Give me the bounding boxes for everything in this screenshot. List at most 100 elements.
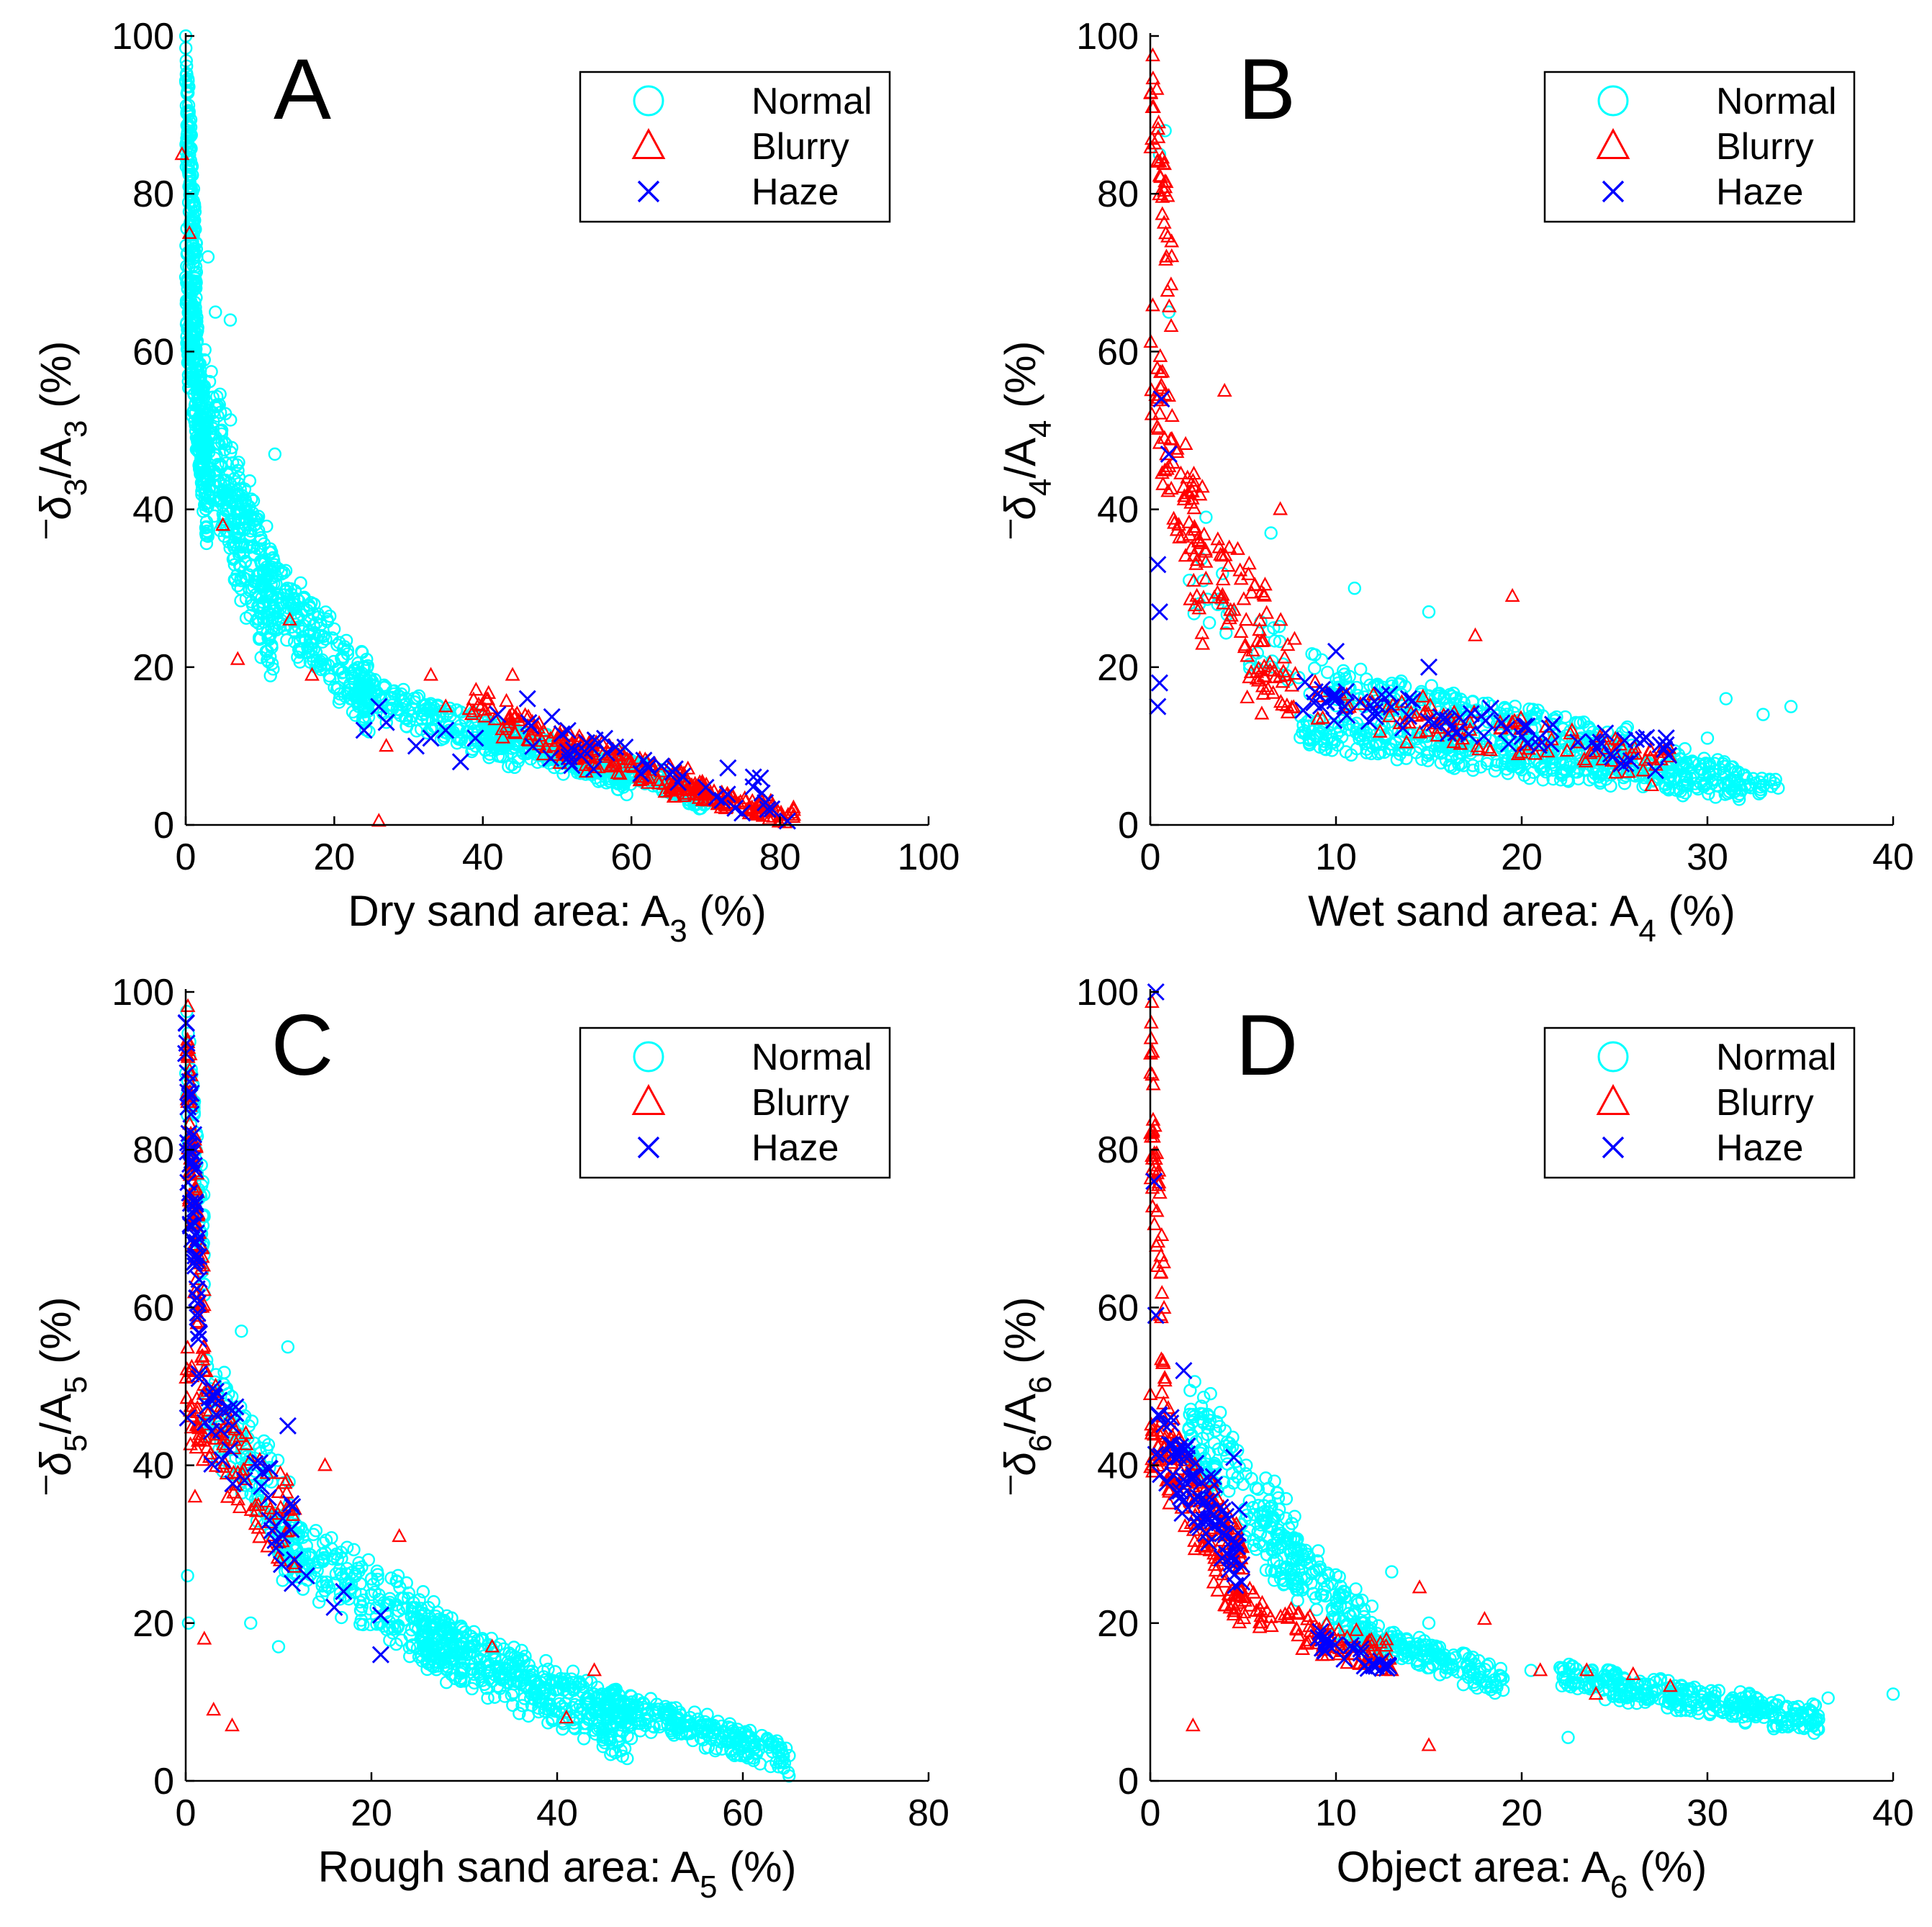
normal-point (465, 744, 479, 759)
normal-point (210, 389, 224, 404)
normal-point (263, 584, 276, 597)
x-tick-label: 0 (1140, 836, 1161, 878)
blurry-point (495, 721, 510, 736)
normal-point (1349, 1582, 1363, 1596)
normal-point (415, 712, 429, 726)
legend-label-blurry: Blurry (751, 1082, 849, 1124)
normal-point (309, 1524, 323, 1538)
blurry-point (1198, 570, 1214, 585)
normal-point (188, 205, 202, 219)
blurry-point (680, 760, 696, 775)
haze-point (719, 759, 737, 777)
blurry-point (699, 787, 715, 801)
y-tick-label: 80 (1097, 173, 1139, 215)
normal-point (1264, 526, 1278, 540)
haze-point (561, 752, 579, 770)
normal-point (1320, 665, 1335, 680)
normal-point (1362, 735, 1376, 749)
blurry-point (687, 779, 703, 793)
normal-point (1276, 657, 1290, 671)
normal-point (249, 615, 263, 628)
normal-point (336, 650, 351, 664)
haze-point (543, 708, 561, 726)
legend-label-blurry: Blurry (1716, 126, 1814, 168)
x-axis-label: Rough sand area: A5 (%) (318, 1843, 797, 1905)
blurry-point (1216, 382, 1232, 397)
haze-point (578, 734, 596, 752)
normal-point (261, 655, 276, 669)
normal-point (234, 572, 248, 585)
blurry-point (1164, 407, 1180, 423)
normal-point (1479, 729, 1492, 743)
normal-point (1604, 779, 1617, 793)
normal-point (1378, 731, 1392, 746)
normal-point (1421, 754, 1435, 767)
blurry-point (1145, 297, 1160, 312)
normal-point (327, 622, 341, 636)
normal-point (300, 603, 314, 617)
normal-point (346, 705, 360, 719)
normal-point (364, 686, 378, 700)
normal-point (235, 1324, 248, 1338)
series-haze (355, 690, 796, 830)
normal-point (207, 451, 222, 465)
normal-point (1553, 773, 1568, 787)
normal-point (333, 662, 346, 676)
normal-point (263, 564, 276, 577)
normal-point (566, 1664, 580, 1678)
y-tick-label: 80 (132, 173, 174, 215)
normal-point (333, 636, 346, 649)
normal-point (1335, 713, 1348, 728)
normal-point (1342, 723, 1356, 737)
normal-point (1464, 746, 1478, 760)
haze-point (753, 784, 771, 802)
normal-point (379, 716, 393, 729)
y-tick-label: 20 (132, 1603, 174, 1645)
blurry-point (215, 517, 230, 531)
normal-point (227, 573, 241, 587)
y-tick-label: 60 (132, 1287, 174, 1329)
normal-point (219, 456, 233, 470)
normal-point (271, 1640, 286, 1653)
normal-point (1455, 746, 1469, 761)
haze-point (1149, 698, 1167, 716)
normal-point (1544, 762, 1558, 775)
haze-point (524, 737, 542, 755)
legend-label-normal: Normal (751, 81, 872, 122)
series-normal (1181, 1375, 1900, 1744)
blurry-point (230, 651, 245, 665)
normal-point (206, 426, 220, 440)
normal-point (303, 601, 317, 615)
normal-point (484, 738, 497, 752)
x-tick-label: 0 (176, 836, 197, 878)
haze-point (607, 738, 625, 756)
normal-point (1495, 756, 1509, 770)
normal-point (213, 387, 227, 401)
panel-letter: A (274, 41, 331, 137)
blurry-point (622, 751, 638, 766)
blurry-point (499, 692, 514, 707)
x-axis-label: Wet sand area: A4 (%) (1308, 887, 1735, 949)
normal-point (1567, 765, 1581, 779)
normal-point (248, 514, 262, 528)
haze-point (377, 713, 395, 731)
blurry-point (1163, 317, 1179, 333)
normal-point (340, 644, 355, 657)
normal-point (358, 701, 372, 715)
normal-point (297, 592, 311, 606)
points-layer (174, 29, 802, 830)
haze-point (355, 721, 373, 739)
normal-point (271, 561, 285, 576)
normal-point (223, 313, 238, 327)
normal-point (1719, 692, 1733, 705)
y-tick-label: 100 (1076, 16, 1139, 58)
normal-point (1291, 1594, 1304, 1607)
normal-point (288, 584, 302, 597)
haze-point (664, 763, 682, 781)
normal-point (1700, 731, 1715, 745)
normal-point (348, 687, 363, 701)
normal-point (1638, 771, 1651, 785)
normal-point (1240, 1458, 1253, 1472)
